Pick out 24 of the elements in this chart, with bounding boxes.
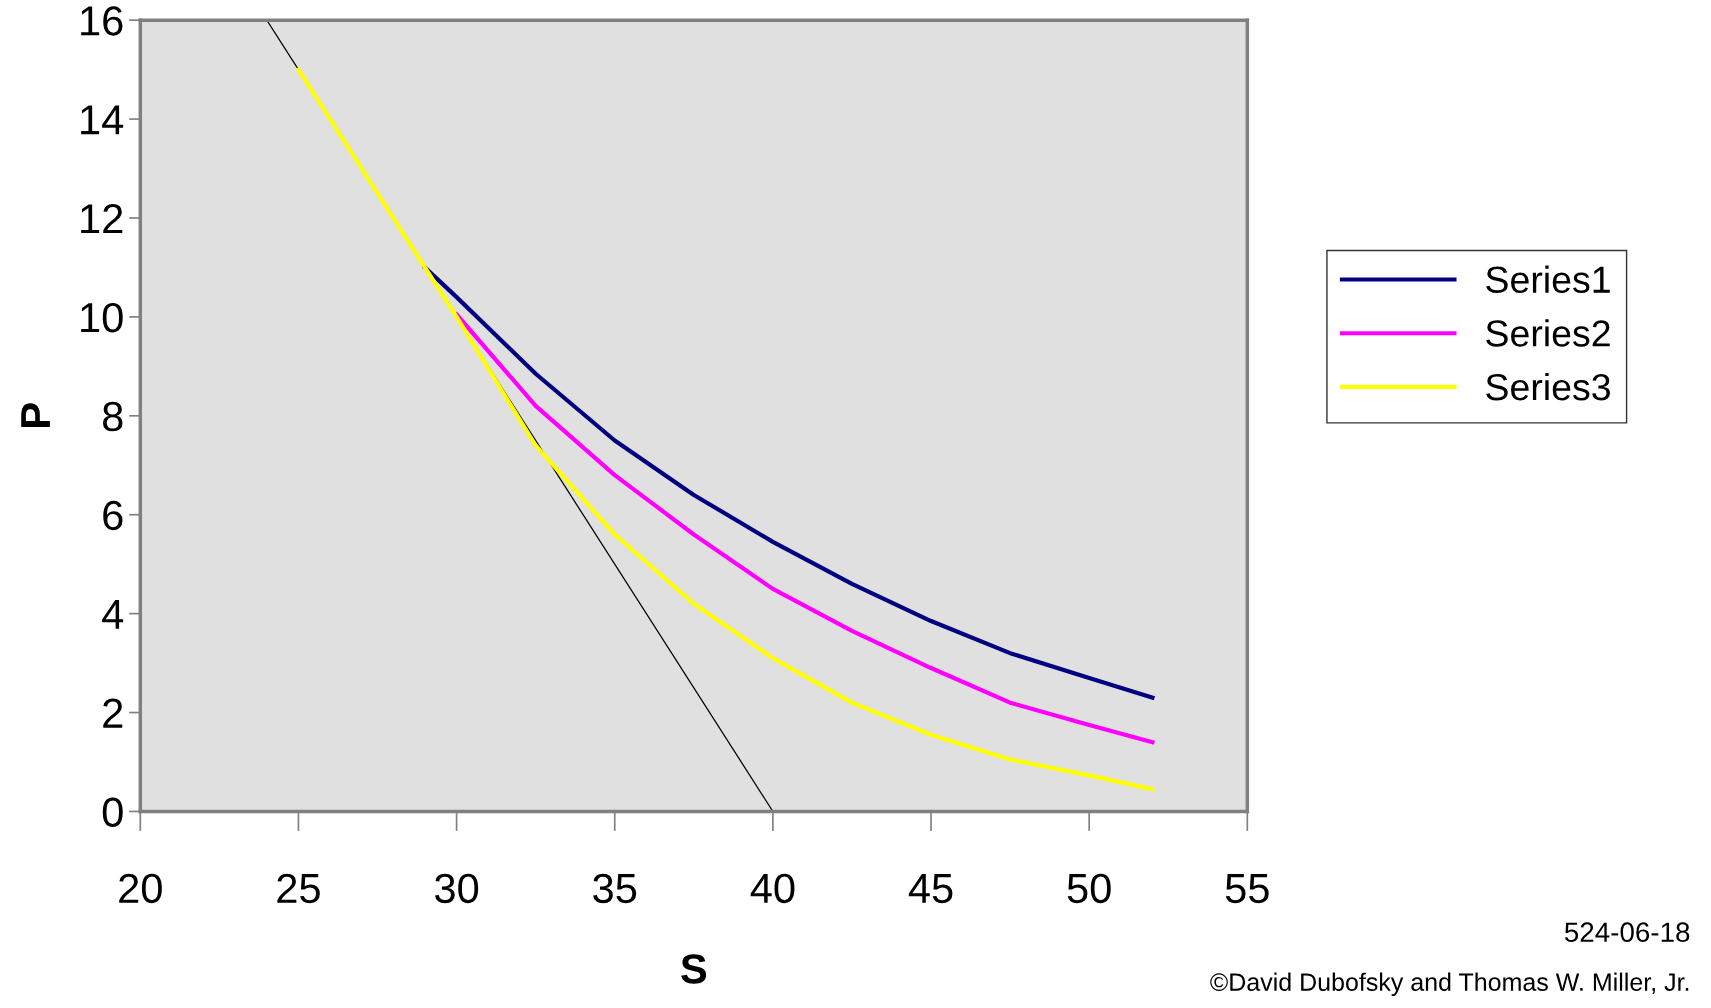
x-tick-label: 20 <box>119 873 162 904</box>
y-tick-label: 4 <box>102 600 124 629</box>
x-tick-label: 35 <box>593 873 637 904</box>
legend-label: Series1 <box>1486 265 1610 294</box>
x-axis-title: S <box>681 954 707 984</box>
y-tick-label: 6 <box>103 500 123 531</box>
text: ©David Dubofsky and Thomas W. Miller, Jr. <box>1210 972 1689 996</box>
y-tick-label: 14 <box>81 105 124 135</box>
x-tick-label: 25 <box>277 873 320 904</box>
x-tick-label: 55 <box>1225 874 1269 904</box>
y-axis-title: P <box>21 403 50 427</box>
legend-label: Series2 <box>1486 319 1610 347</box>
y-tick-label: 8 <box>102 401 123 432</box>
y-tick-label: 16 <box>81 6 123 36</box>
x-tick-label: 30 <box>435 873 479 904</box>
x-tick-label: 40 <box>750 873 795 904</box>
x-tick-label: 50 <box>1067 873 1111 904</box>
y-tick-label: 10 <box>81 302 123 333</box>
y-tick-label: 2 <box>103 698 123 728</box>
text: 524-06-18 <box>1564 922 1690 943</box>
y-tick-label: 12 <box>81 203 123 234</box>
y-tick-label: 0 <box>102 797 123 827</box>
x-tick-label: 45 <box>908 874 953 904</box>
legend-label: Series3 <box>1486 372 1610 401</box>
